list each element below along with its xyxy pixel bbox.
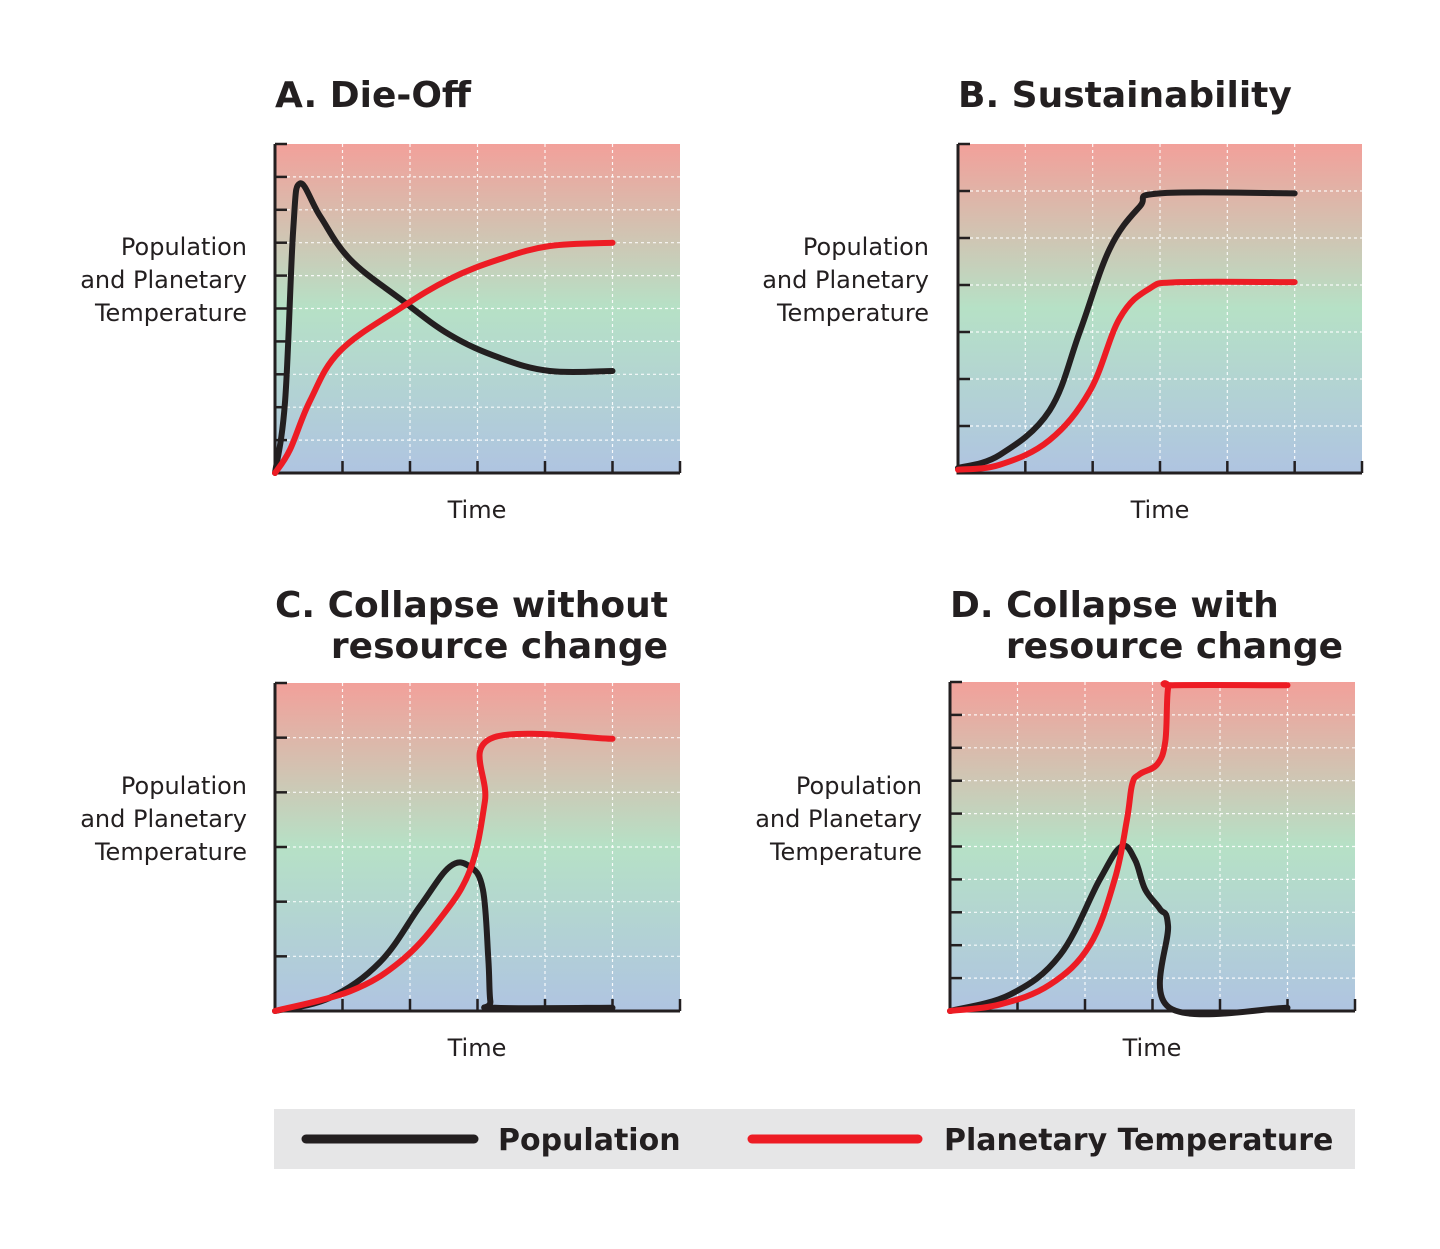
panel-a-title: A. Die-Off bbox=[275, 75, 472, 116]
legend: Population Planetary Temperature bbox=[274, 1109, 1355, 1169]
panel-d-ylabel-2: and Planetary bbox=[755, 805, 922, 833]
panel-c-series-temperature-line bbox=[272, 730, 616, 1014]
panel-a-ylabel-1: Population bbox=[121, 233, 247, 261]
legend-label-temperature: Planetary Temperature bbox=[944, 1123, 1333, 1158]
panel-c-plot bbox=[272, 681, 682, 1014]
panel-a-ylabel-2: and Planetary bbox=[80, 266, 247, 294]
panel-b-xlabel: Time bbox=[1130, 496, 1190, 524]
panel-d-ylabel-1: Population bbox=[796, 772, 922, 800]
panel-a-plot bbox=[272, 142, 682, 476]
panel-c: C. Collapse without resource change Popu… bbox=[80, 585, 682, 1062]
panel-b-ylabel-3: Temperature bbox=[776, 299, 929, 327]
panel-b-ylabel-1: Population bbox=[803, 233, 929, 261]
panel-b-series-temperature-line bbox=[955, 278, 1298, 473]
panel-a-series-temperature-line bbox=[272, 239, 616, 476]
panel-b-series-population-line bbox=[955, 189, 1298, 472]
panel-a-ylabel-3: Temperature bbox=[94, 299, 247, 327]
panel-b: B. Sustainability Population and Planeta… bbox=[762, 75, 1364, 524]
panel-d-xlabel: Time bbox=[1122, 1034, 1182, 1062]
panel-d-title-line-1: D. Collapse with bbox=[950, 585, 1279, 626]
panel-a-series-population-line bbox=[272, 180, 616, 476]
panel-c-title-line-1: C. Collapse without bbox=[275, 585, 668, 626]
panel-a: A. Die-Off Population and Planetary Temp… bbox=[80, 75, 682, 524]
legend-label-population: Population bbox=[498, 1123, 681, 1158]
panel-c-title-line-2: resource change bbox=[331, 626, 668, 667]
panel-d-title-line-2: resource change bbox=[1006, 626, 1343, 667]
panel-d-series-population-line bbox=[947, 842, 1291, 1018]
panel-c-xlabel: Time bbox=[447, 1034, 507, 1062]
panel-d-ylabel-3: Temperature bbox=[769, 838, 922, 866]
panel-b-ylabel-2: and Planetary bbox=[762, 266, 929, 294]
panel-c-ylabel-1: Population bbox=[121, 772, 247, 800]
panel-b-plot bbox=[955, 142, 1364, 475]
panel-b-title: B. Sustainability bbox=[958, 75, 1292, 116]
panel-a-xlabel: Time bbox=[447, 496, 507, 524]
panel-d: D. Collapse with resource change Populat… bbox=[755, 585, 1357, 1062]
panel-d-plot bbox=[947, 680, 1357, 1018]
panel-c-ylabel-2: and Planetary bbox=[80, 805, 247, 833]
panel-d-series-temperature-line bbox=[947, 680, 1291, 1014]
panel-c-ylabel-3: Temperature bbox=[94, 838, 247, 866]
